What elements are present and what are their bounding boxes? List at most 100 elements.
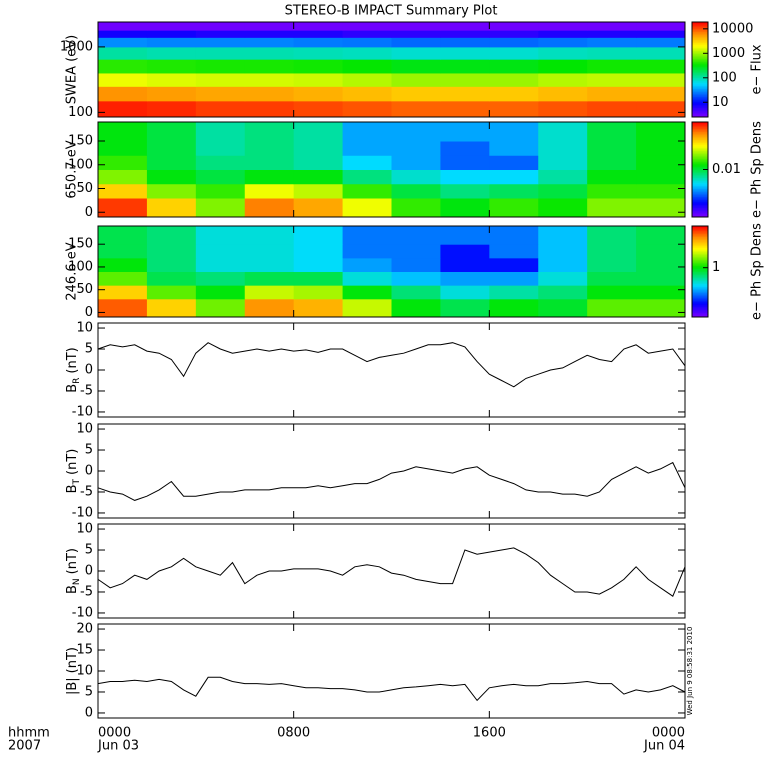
y-tick-label: 100 <box>68 259 93 274</box>
colorbar-segment <box>692 274 708 277</box>
colorbar-segment <box>692 266 708 269</box>
colorbar-segment <box>692 262 708 265</box>
colorbar-segment <box>692 172 708 175</box>
data-line <box>97 342 686 388</box>
heatmap-cell <box>195 169 246 185</box>
colorbar-segment <box>692 250 708 253</box>
colorbar-segment <box>692 126 708 129</box>
colorbar-segment <box>692 239 708 242</box>
colorbar-segment <box>692 156 708 159</box>
heatmap-cell <box>440 72 490 87</box>
heatmap-cell <box>342 183 392 199</box>
panel: BN (nT) -10 -5 0 5 10 <box>65 522 686 620</box>
colorbar-segment <box>692 105 708 108</box>
y-axis-label: 650.7 eV <box>65 140 80 198</box>
heatmap-cell <box>293 86 344 102</box>
colorbar-segment <box>692 286 708 289</box>
heatmap-cell <box>98 100 148 118</box>
colorbar-segment <box>692 307 708 310</box>
heatmap-cell <box>636 59 686 74</box>
panel: 1 e− Ph Sp Dens 246.6 eV 0 50 100 150 <box>65 223 765 320</box>
colorbar-segment <box>692 42 708 45</box>
colorbar-segment <box>692 253 708 256</box>
heatmap-cell <box>342 155 392 170</box>
colorbar-segment <box>692 133 708 136</box>
y-label-symbol: B <box>65 585 80 594</box>
y-tick-label: 0 <box>85 205 93 220</box>
heatmap-cell <box>440 226 490 245</box>
heatmap-cell <box>391 226 441 245</box>
heatmap-cell <box>538 100 588 118</box>
heatmap-cell <box>146 141 197 156</box>
y-label-subscript: N <box>72 578 82 585</box>
heatmap-cell <box>244 46 295 60</box>
colorbar-segment <box>692 269 708 272</box>
heatmap-cell <box>195 122 246 142</box>
heatmap-cell <box>489 37 539 48</box>
heatmap-cell <box>440 183 490 199</box>
heatmap-cell <box>440 30 490 38</box>
y-tick-label: -5 <box>80 383 93 398</box>
colorbar-segment <box>692 37 708 40</box>
y-tick-label: 10 <box>76 422 93 437</box>
colorbar-segment <box>692 90 708 93</box>
heatmap-cell <box>342 59 392 74</box>
colorbar-segment <box>692 280 708 283</box>
heatmap-cell <box>342 169 392 185</box>
heatmap-cell <box>293 244 344 259</box>
heatmap-cell <box>489 100 539 118</box>
heatmap-cell <box>195 257 246 272</box>
colorbar-segment <box>692 295 708 298</box>
colorbar-segment <box>692 36 708 39</box>
heatmap-cell <box>293 100 344 118</box>
heatmap-cell <box>440 59 490 74</box>
heatmap-cell <box>538 22 588 31</box>
colorbar-segment <box>692 212 708 215</box>
colorbar-segment <box>692 245 708 248</box>
colorbar-segment <box>692 144 708 147</box>
heatmap-cell <box>636 155 686 170</box>
colorbar-segment <box>692 171 708 174</box>
heatmap-cell <box>587 30 637 38</box>
colorbar-segment <box>692 251 708 254</box>
colorbar-segment <box>692 61 708 64</box>
heatmap-cell <box>195 298 246 318</box>
colorbar-segment <box>692 98 708 101</box>
heatmap-cell <box>587 59 637 74</box>
colorbar-segment <box>692 294 708 297</box>
heatmap-cell <box>146 37 197 48</box>
heatmap-cell <box>391 100 441 118</box>
colorbar-segment <box>692 104 708 107</box>
colorbar-segment <box>692 292 708 295</box>
colorbar-segment <box>692 177 708 180</box>
colorbar-segment <box>692 66 708 69</box>
heatmap-cell <box>146 271 197 286</box>
colorbar-segment <box>692 169 708 172</box>
heatmap-cell <box>244 271 295 286</box>
heatmap-cell <box>538 271 588 286</box>
y-tick-label: 1000 <box>60 39 93 54</box>
timestamp: Wed Jun 9 08:58:31 2010 <box>686 627 694 716</box>
y-axis-label: 246.6 eV <box>65 242 80 300</box>
heatmap-cell <box>195 285 246 300</box>
y-axis-label: |B| (nT) <box>65 647 80 695</box>
colorbar-segment <box>692 150 708 153</box>
colorbar-segment <box>692 155 708 158</box>
y-tick-label: 15 <box>76 643 93 658</box>
colorbar-segment <box>692 199 708 202</box>
heatmap-cell <box>293 169 344 185</box>
colorbar-segment <box>692 60 708 63</box>
y-axis-label: BT (nT) <box>65 449 82 494</box>
colorbar-segment <box>692 79 708 82</box>
colorbar-segment <box>692 25 708 28</box>
colorbar-segment <box>692 44 708 47</box>
heatmap-cell <box>244 169 295 185</box>
heatmap-cell <box>440 100 490 118</box>
colorbar-segment <box>692 128 708 131</box>
colorbar-segment <box>692 56 708 59</box>
colorbar-segment <box>692 166 708 169</box>
heatmap-cell <box>146 86 197 102</box>
heatmap-cell <box>391 37 441 48</box>
colorbar-segment <box>692 297 708 300</box>
